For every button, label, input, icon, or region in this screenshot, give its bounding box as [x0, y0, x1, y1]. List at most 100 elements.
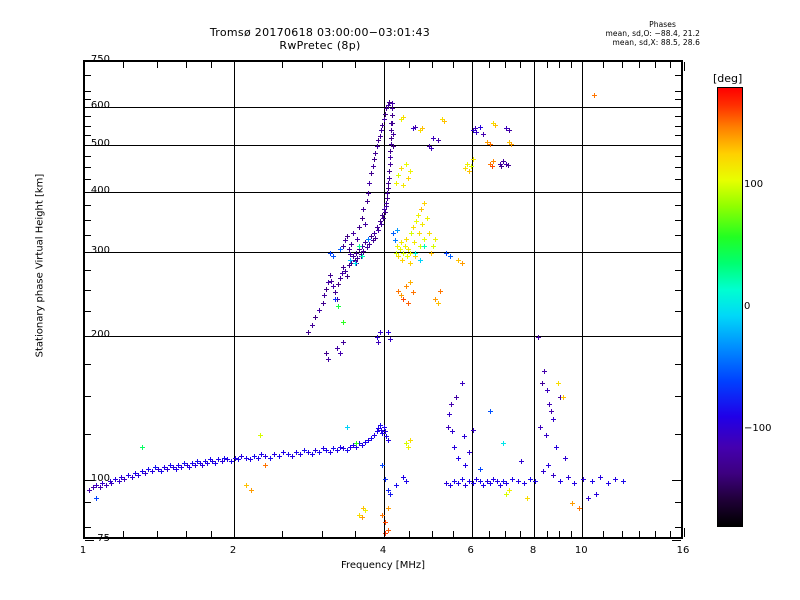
x-axis-minor-tick — [505, 531, 507, 537]
y-axis-minor-tick — [675, 269, 681, 271]
data-point — [338, 444, 344, 450]
data-point — [558, 479, 564, 485]
data-point — [336, 281, 342, 287]
data-point — [126, 473, 132, 478]
data-point — [572, 481, 578, 487]
x-axis-minor-tick — [655, 531, 657, 537]
y-axis-tick — [85, 480, 94, 482]
data-point — [477, 479, 483, 485]
data-point — [309, 322, 315, 328]
data-point — [380, 215, 386, 221]
data-point — [445, 424, 451, 430]
data-point — [377, 422, 383, 428]
data-point — [396, 254, 402, 260]
data-point — [401, 183, 407, 189]
y-axis-minor-tick — [85, 205, 91, 207]
data-point — [341, 319, 347, 325]
data-point — [388, 136, 394, 142]
data-point — [93, 496, 99, 502]
data-point — [401, 475, 407, 481]
x-axis-minor-tick — [571, 531, 573, 537]
data-point — [494, 479, 500, 485]
data-point — [333, 290, 339, 296]
data-point — [488, 142, 494, 148]
data-point — [585, 496, 591, 502]
data-point — [542, 368, 548, 374]
x-axis-tick — [234, 62, 235, 71]
data-canvas — [85, 62, 681, 537]
y-axis-title: Stationary phase Virtual Height [km] — [34, 173, 46, 358]
data-point — [357, 247, 363, 253]
data-point — [143, 470, 149, 476]
data-point — [136, 473, 142, 478]
data-point — [243, 483, 249, 489]
data-point — [388, 155, 394, 161]
x-axis-tick-label: 8 — [529, 545, 537, 556]
y-axis-minor-tick — [85, 234, 91, 236]
data-point — [376, 138, 382, 144]
x-axis-minor-tick — [123, 62, 125, 68]
stats-x-mode: mean, sd,X: 88.5, 28.6 — [612, 38, 700, 47]
data-point — [355, 256, 361, 262]
data-point — [377, 134, 383, 140]
data-point — [394, 227, 400, 233]
data-point — [258, 432, 264, 438]
data-point — [176, 463, 182, 469]
data-point — [403, 284, 409, 290]
data-point — [357, 441, 363, 447]
data-point — [373, 150, 379, 156]
data-point — [481, 132, 487, 138]
data-point — [326, 356, 332, 362]
data-point — [410, 126, 416, 132]
data-point — [107, 479, 113, 485]
y-axis-minor-tick — [85, 311, 91, 313]
data-point — [437, 288, 443, 294]
data-point — [553, 444, 559, 450]
data-point — [406, 301, 412, 307]
y-axis-minor-tick — [85, 90, 91, 92]
x-axis-minor-tick — [156, 531, 158, 537]
y-axis-tick — [85, 335, 94, 337]
data-point — [390, 132, 396, 138]
data-point — [431, 136, 437, 142]
data-point — [533, 479, 538, 485]
data-point — [429, 146, 435, 152]
data-point — [390, 120, 396, 126]
data-point — [152, 465, 158, 471]
x-axis-minor-tick — [282, 62, 284, 68]
x-axis-minor-tick — [355, 531, 357, 537]
data-point — [380, 431, 386, 437]
y-axis-minor-tick — [675, 179, 681, 181]
data-point — [346, 247, 352, 253]
x-axis-minor-tick — [432, 531, 434, 537]
data-point — [420, 221, 426, 227]
data-point — [380, 463, 386, 469]
data-point — [386, 175, 392, 181]
data-point — [202, 459, 208, 465]
data-point — [87, 487, 93, 493]
x-axis-minor-tick — [505, 62, 507, 68]
data-point — [361, 505, 367, 511]
data-point — [360, 254, 366, 260]
data-point — [363, 221, 369, 227]
data-point — [355, 237, 361, 243]
data-point — [352, 261, 358, 267]
x-axis-tick — [234, 528, 235, 537]
data-point — [409, 230, 415, 236]
data-point — [263, 463, 269, 469]
data-point — [338, 247, 344, 253]
data-point — [97, 485, 103, 491]
data-point — [377, 218, 383, 224]
data-point — [197, 461, 203, 467]
data-point — [210, 459, 216, 465]
data-point — [605, 481, 611, 487]
data-point — [317, 307, 323, 313]
data-point — [327, 272, 333, 278]
data-point — [481, 483, 487, 489]
data-point — [251, 453, 257, 459]
data-point — [396, 173, 402, 179]
data-point — [371, 157, 377, 163]
data-point — [347, 257, 353, 263]
data-point — [383, 520, 388, 526]
data-point — [336, 304, 342, 310]
